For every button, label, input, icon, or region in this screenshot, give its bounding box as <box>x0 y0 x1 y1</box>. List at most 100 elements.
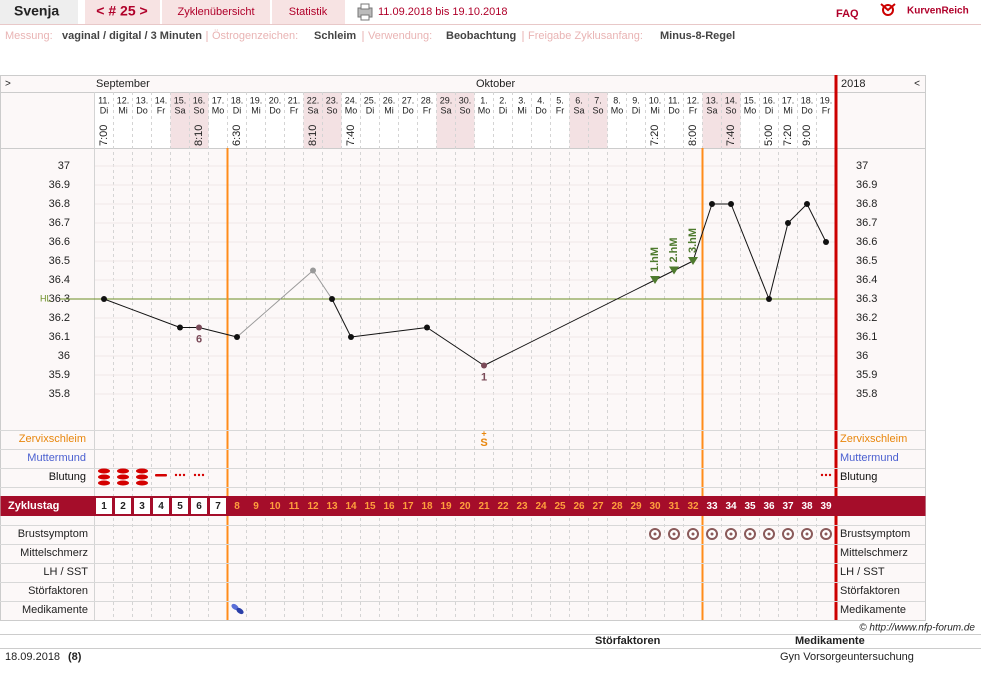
breast-symptom-dot <box>786 532 790 536</box>
setting-value: Beobachtung <box>446 30 516 42</box>
tab-label[interactable]: Zyklenübersicht <box>177 6 254 18</box>
day-date: 18. <box>801 95 814 105</box>
day-weekday: Mo <box>345 105 358 115</box>
breast-symptom-dot <box>710 532 714 536</box>
cycle-nav[interactable]: < # 25 > <box>96 3 147 19</box>
annotation: 1 <box>481 371 487 383</box>
weekend-shade <box>189 92 209 148</box>
y-tick-label: 36.8 <box>49 198 70 210</box>
setting-label: Freigabe Zyklusanfang: <box>528 30 643 42</box>
annotation: 3.hM <box>687 228 699 253</box>
weekend-shade <box>702 92 722 148</box>
day-weekday: Sa <box>706 105 717 115</box>
day-time: 7:40 <box>345 125 357 146</box>
y-tick-label: 36.8 <box>856 198 877 210</box>
cycle-day: 39 <box>820 501 832 512</box>
bleeding-symbol <box>824 473 828 477</box>
y-tick-label: 37 <box>58 160 70 172</box>
annotation: 1.hM <box>649 247 661 272</box>
day-date: 4. <box>537 95 545 105</box>
entry-day: (8) <box>68 651 82 663</box>
cycle-day: 21 <box>478 501 490 512</box>
cycle-day: 14 <box>345 501 357 512</box>
day-date: 9. <box>632 95 640 105</box>
day-weekday: Di <box>499 105 508 115</box>
medication-pill <box>231 603 239 611</box>
tab[interactable] <box>162 0 270 24</box>
tab[interactable] <box>85 0 160 24</box>
bleeding-symbol <box>98 474 110 480</box>
y-tick-label: 36.5 <box>49 255 70 267</box>
day-weekday: Fr <box>689 105 698 115</box>
tab-label[interactable]: Statistik <box>289 6 328 18</box>
day-time: 7:40 <box>725 125 737 146</box>
day-weekday: So <box>725 105 736 115</box>
cycle-day: 25 <box>554 501 566 512</box>
day-time: 7:20 <box>782 125 794 146</box>
y-tick-label: 36.2 <box>49 312 70 324</box>
weekend-shade <box>455 92 475 148</box>
y-tick-label: 35.9 <box>49 369 70 381</box>
day-date: 30. <box>459 95 472 105</box>
cycle-day: 1 <box>101 501 107 512</box>
tab[interactable] <box>272 0 345 24</box>
cycle-day: 36 <box>763 501 775 512</box>
day-time: 8:10 <box>307 125 319 146</box>
faq-link[interactable]: FAQ <box>836 8 859 20</box>
row-label: Brustsymptom <box>18 528 88 540</box>
day-weekday: Do <box>801 105 813 115</box>
day-weekday: Di <box>233 105 242 115</box>
curve-segment <box>787 203 808 224</box>
curve-segment <box>483 279 656 366</box>
cycle-day: 12 <box>307 501 319 512</box>
cycle-day: 3 <box>139 501 145 512</box>
bleeding-symbol <box>182 473 186 477</box>
cycle-day: 11 <box>289 501 300 512</box>
breast-symptom-dot <box>653 532 657 536</box>
day-time: 7:20 <box>649 125 661 146</box>
day-weekday: So <box>459 105 470 115</box>
print-icon[interactable] <box>357 3 373 21</box>
y-tick-label: 37 <box>856 160 868 172</box>
day-date: 20. <box>269 95 282 105</box>
day-date: 17. <box>782 95 795 105</box>
day-date: 1. <box>480 95 488 105</box>
day-weekday: Sa <box>174 105 185 115</box>
curve-segment <box>350 327 428 338</box>
row-label: Blutung <box>840 471 877 483</box>
footer-heading: Störfaktoren <box>595 635 661 647</box>
day-date: 11. <box>668 95 680 105</box>
day-weekday: Mo <box>478 105 491 115</box>
bleeding-symbol <box>201 473 205 477</box>
day-date: 19. <box>250 95 263 105</box>
day-time: 7:00 <box>98 125 110 146</box>
day-date: 15. <box>174 95 187 105</box>
day-date: 12. <box>117 95 130 105</box>
row-label: Zervixschleim <box>840 433 907 445</box>
day-date: 13. <box>706 95 719 105</box>
cycle-label: Zyklustag <box>8 500 59 512</box>
cycle-day: 33 <box>706 501 718 512</box>
brand[interactable]: KurvenReich <box>907 6 969 17</box>
curve-segment <box>768 222 789 300</box>
bleeding-symbol <box>174 473 178 477</box>
cycle-band <box>0 496 926 516</box>
day-weekday: Fr <box>822 105 831 115</box>
bleeding-symbol <box>117 474 129 480</box>
setting-value: vaginal / digital / 3 Minuten <box>62 30 202 42</box>
day-weekday: Mi <box>384 105 394 115</box>
day-date: 21. <box>288 95 301 105</box>
day-weekday: Sa <box>573 105 584 115</box>
curve-segment <box>806 203 827 243</box>
entry-medication: Gyn Vorsorgeuntersuchung <box>780 651 914 663</box>
day-date: 16. <box>763 95 776 105</box>
cycle-day: 6 <box>196 501 202 512</box>
y-tick-label: 36.3 <box>856 293 877 305</box>
day-date: 27. <box>402 95 415 105</box>
period: 11.09.2018 bis 19.10.2018 <box>378 6 507 18</box>
day-time: 5:00 <box>763 125 775 146</box>
user-name: Svenja <box>14 3 59 19</box>
row-label: LH / SST <box>43 566 88 578</box>
row-label: Muttermund <box>27 452 86 464</box>
